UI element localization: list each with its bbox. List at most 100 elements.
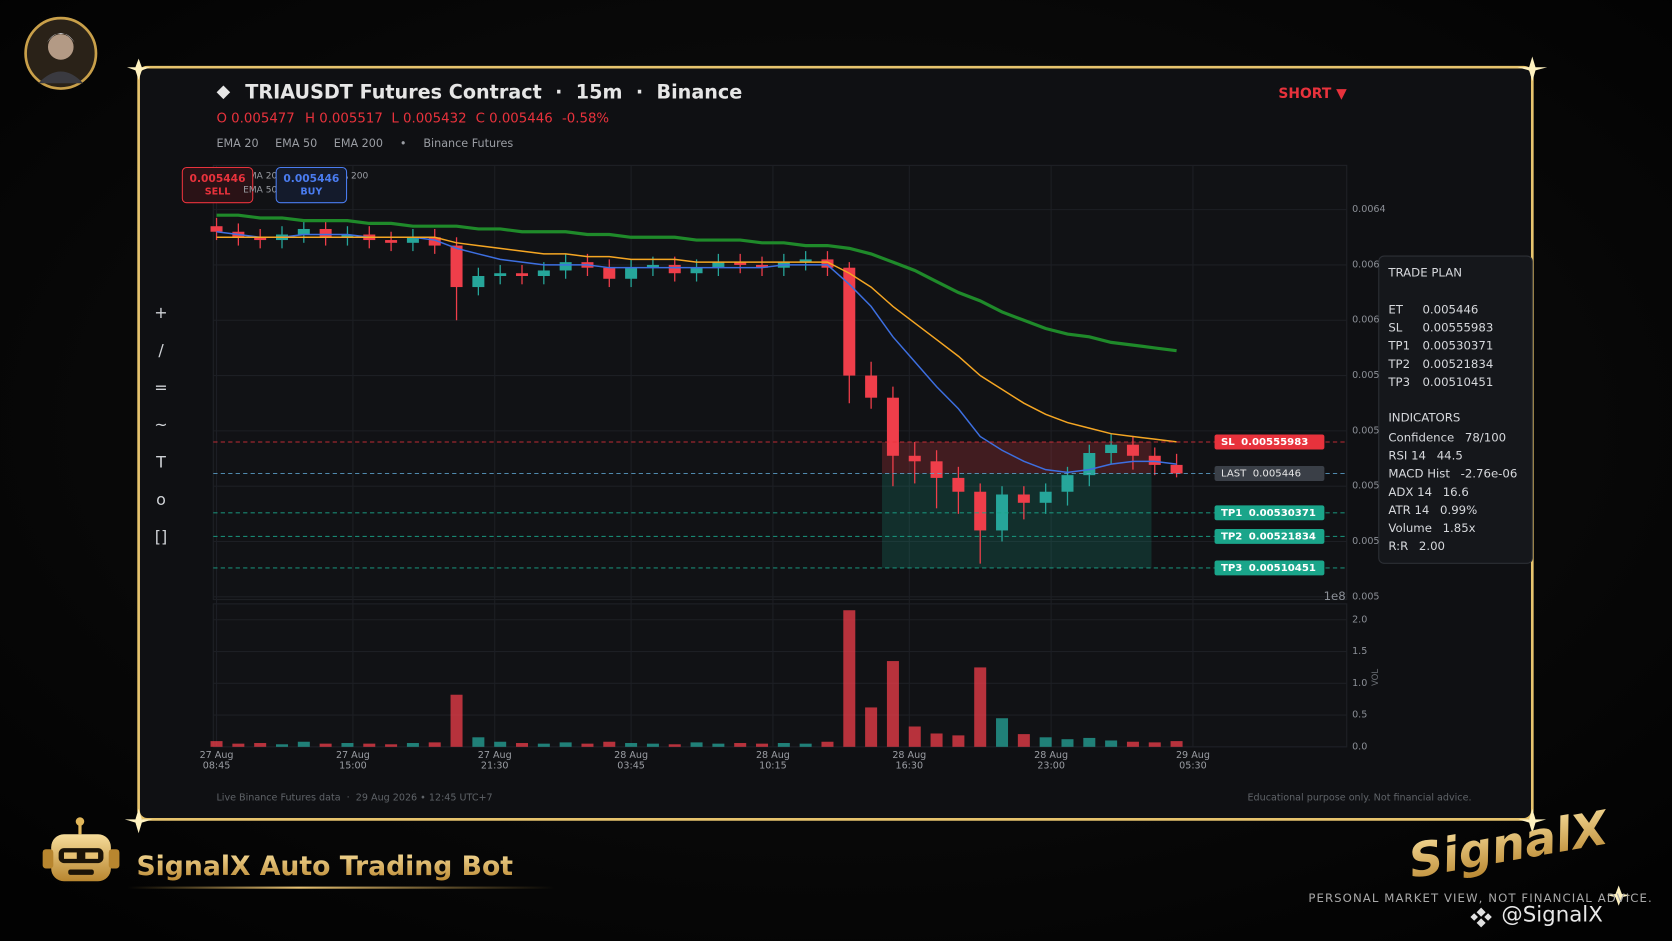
tool-button[interactable]: = bbox=[154, 378, 167, 397]
y-tick-label: 0.005 bbox=[1352, 425, 1379, 436]
indicator-row: ATR 14 0.99% bbox=[1388, 502, 1477, 516]
x-tick-time: 08:45 bbox=[203, 761, 231, 772]
candle-body bbox=[843, 267, 856, 376]
volume-bar bbox=[668, 744, 681, 747]
x-tick-time: 05:30 bbox=[1179, 761, 1207, 772]
row-label: TP1 bbox=[1387, 338, 1410, 352]
tool-button[interactable]: / bbox=[158, 341, 164, 360]
candle-body bbox=[450, 245, 463, 288]
candle-body bbox=[734, 262, 747, 265]
quote-box[interactable] bbox=[181, 166, 254, 204]
volume-bar bbox=[843, 610, 856, 747]
indicator-value: 0.99% bbox=[1440, 502, 1477, 516]
reward-zone bbox=[882, 473, 1152, 568]
tool-button[interactable]: ~ bbox=[154, 415, 167, 434]
candle-body bbox=[952, 477, 965, 492]
tool-button[interactable]: T bbox=[155, 453, 166, 472]
x-tick-time: 15:00 bbox=[339, 761, 367, 772]
indicator-value: 78/100 bbox=[1465, 430, 1506, 444]
candle-body bbox=[428, 237, 441, 246]
candle-body bbox=[908, 455, 921, 462]
volume-axis-label: VOL bbox=[1371, 669, 1381, 686]
candle-body bbox=[341, 234, 354, 238]
volume-bar bbox=[799, 743, 812, 747]
panel-row: TP3 0.00510451 bbox=[1387, 374, 1493, 388]
candle-body bbox=[974, 491, 987, 531]
indicator-row: MACD Hist -2.76e-06 bbox=[1388, 466, 1517, 480]
ohlc-value: C 0.005446 bbox=[476, 111, 553, 126]
candle-body bbox=[1126, 444, 1139, 456]
indicator-label: R:R bbox=[1388, 539, 1408, 553]
volume-tick-label: 1.0 bbox=[1352, 678, 1367, 689]
candle-body bbox=[210, 226, 223, 232]
candle-body bbox=[1148, 455, 1161, 465]
volume-bar bbox=[363, 743, 376, 747]
volume-bar bbox=[756, 743, 769, 747]
volume-bar bbox=[1170, 741, 1183, 747]
legend-shadow: EMA 200 bbox=[328, 172, 368, 182]
row-label: SL bbox=[1388, 320, 1402, 334]
candle-body bbox=[319, 228, 332, 238]
legend-entry: EMA 200 bbox=[334, 137, 383, 150]
candle-body bbox=[559, 262, 572, 271]
volume-bar bbox=[319, 743, 332, 747]
panel-row: TP1 0.00530371 bbox=[1387, 338, 1493, 352]
x-tick-date: 28 Aug bbox=[614, 750, 648, 761]
direction[interactable]: SHORT ▼ bbox=[1278, 86, 1347, 102]
row-value: 0.00510451 bbox=[1422, 374, 1493, 388]
volume-bar bbox=[1017, 734, 1030, 747]
volume-bar bbox=[996, 718, 1009, 747]
x-tick-date: 28 Aug bbox=[892, 750, 926, 761]
quote-box[interactable] bbox=[275, 166, 348, 204]
indicator-value: 1.85x bbox=[1443, 521, 1476, 535]
price-pane bbox=[212, 164, 1348, 601]
volume-bar bbox=[450, 694, 463, 747]
tool-button[interactable]: [] bbox=[155, 527, 167, 546]
row-value: 0.00555983 bbox=[1422, 320, 1493, 334]
quote-side: SELL bbox=[205, 187, 231, 198]
indicator-label: MACD Hist bbox=[1388, 466, 1450, 480]
level-price: 0.00521834 bbox=[1249, 531, 1316, 542]
candle-body bbox=[1170, 464, 1183, 474]
panel-row: ET 0.005446 bbox=[1388, 302, 1478, 316]
level-name: SL bbox=[1221, 437, 1235, 448]
indicator-label: Confidence bbox=[1388, 430, 1454, 444]
level-label: TP1 0.00530371 bbox=[1221, 508, 1316, 519]
quote-side: BUY bbox=[300, 187, 323, 198]
candle-body bbox=[297, 228, 310, 235]
tool-button[interactable]: o bbox=[156, 490, 166, 509]
candle-body bbox=[537, 270, 550, 276]
footer-left: Live Binance Futures data · 29 Aug 2026 … bbox=[216, 793, 492, 804]
volume-bar bbox=[428, 742, 441, 747]
candle-body bbox=[1017, 494, 1030, 503]
y-tick-label: 0.005 bbox=[1352, 536, 1379, 547]
x-tick-date: 27 Aug bbox=[200, 750, 234, 761]
candle-body bbox=[603, 267, 616, 279]
volume-bar bbox=[930, 733, 943, 747]
candle-body bbox=[865, 375, 878, 398]
indicator-row: R:R 2.00 bbox=[1388, 539, 1445, 553]
level-name: TP1 bbox=[1221, 508, 1242, 519]
title-icon bbox=[216, 85, 231, 100]
candle-body bbox=[799, 259, 812, 263]
level-name: LAST bbox=[1221, 468, 1247, 479]
quote-price: 0.005446 bbox=[190, 172, 246, 185]
candle-body bbox=[385, 240, 398, 243]
y-tick-label: 0.005 bbox=[1352, 370, 1379, 381]
tool-button[interactable]: + bbox=[154, 303, 167, 322]
volume-bar bbox=[406, 743, 419, 747]
level-price: 0.005446 bbox=[1253, 468, 1301, 479]
level-tag bbox=[1214, 528, 1325, 544]
candle-body bbox=[1039, 491, 1052, 503]
level-label: TP3 0.00510451 bbox=[1221, 563, 1316, 574]
quote-price: 0.005446 bbox=[283, 172, 339, 185]
level-tag bbox=[1214, 434, 1325, 450]
y-tick-label: 0.005 bbox=[1352, 591, 1379, 602]
volume-bar bbox=[210, 741, 223, 747]
panel-row: SL 0.00555983 bbox=[1388, 320, 1493, 334]
candle-body bbox=[756, 264, 769, 268]
legend-entry: EMA 50 bbox=[275, 137, 317, 150]
candle-body bbox=[1061, 475, 1074, 492]
indicator-label: ADX 14 bbox=[1388, 484, 1432, 498]
